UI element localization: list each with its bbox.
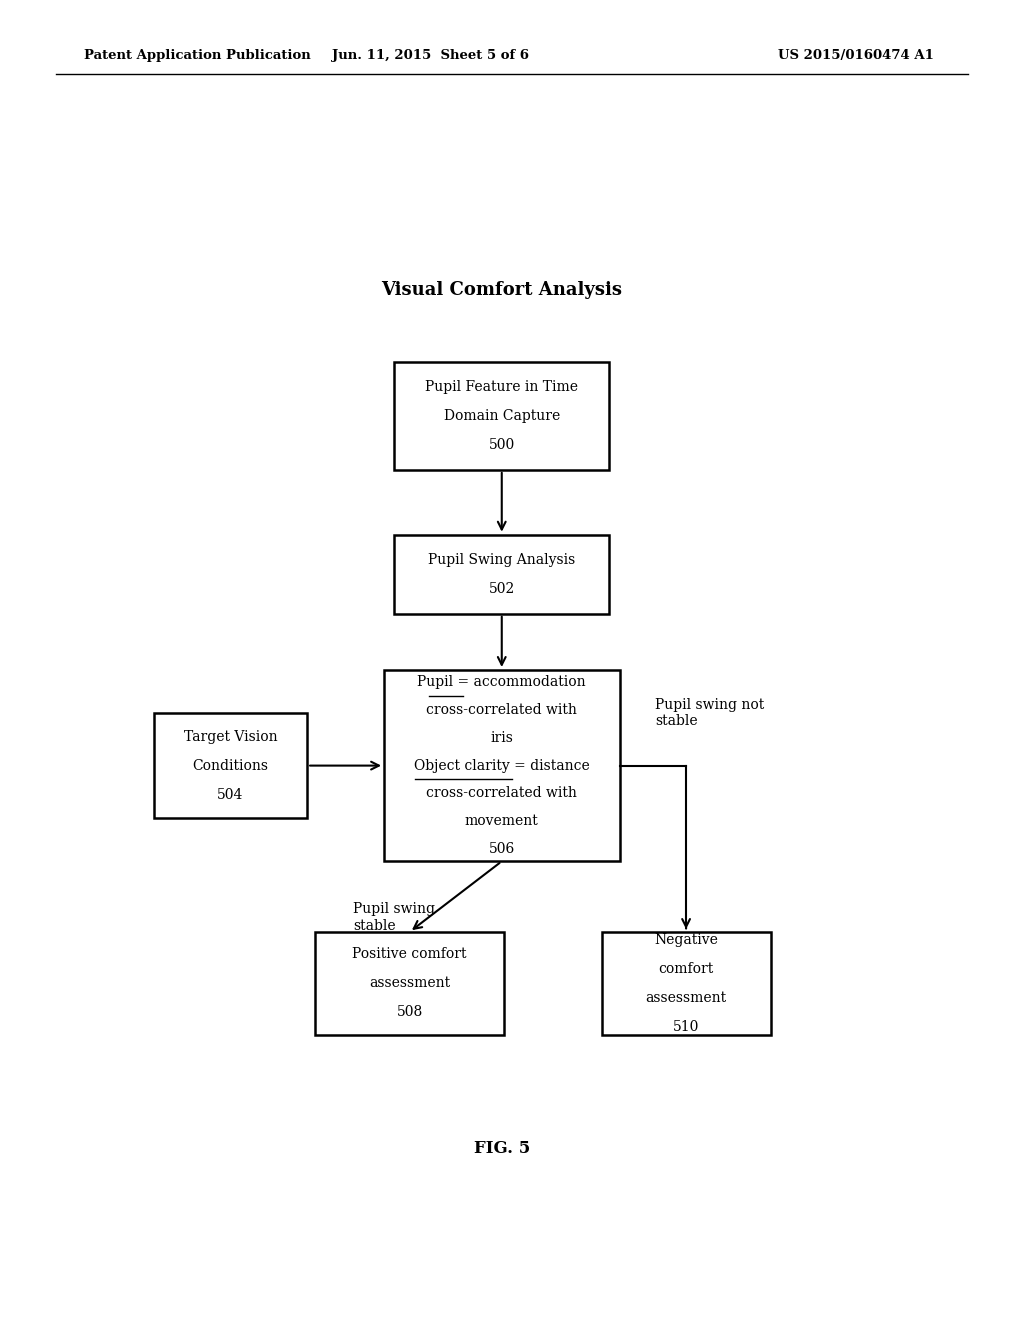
Text: Pupil = accommodation: Pupil = accommodation (418, 676, 586, 689)
Text: Conditions: Conditions (193, 759, 268, 772)
Text: iris: iris (490, 731, 513, 744)
Text: FIG. 5: FIG. 5 (474, 1140, 529, 1156)
Text: 506: 506 (488, 842, 515, 855)
Text: Domain Capture: Domain Capture (443, 409, 560, 422)
Text: 508: 508 (396, 1006, 423, 1019)
Text: 502: 502 (488, 582, 515, 595)
Bar (154, 713, 307, 818)
Text: 500: 500 (488, 438, 515, 451)
Text: Target Vision: Target Vision (183, 730, 278, 743)
Bar (602, 932, 771, 1035)
Text: movement: movement (465, 814, 539, 828)
Text: Pupil Swing Analysis: Pupil Swing Analysis (428, 553, 575, 566)
Bar (315, 932, 504, 1035)
Text: Pupil swing
stable: Pupil swing stable (353, 903, 435, 932)
Bar (384, 671, 620, 862)
Text: comfort: comfort (658, 962, 714, 975)
Text: US 2015/0160474 A1: US 2015/0160474 A1 (778, 49, 934, 62)
Text: Pupil swing not
stable: Pupil swing not stable (655, 698, 765, 727)
Text: Pupil Feature in Time: Pupil Feature in Time (425, 380, 579, 393)
Text: 504: 504 (217, 788, 244, 801)
Text: assessment: assessment (369, 977, 451, 990)
Bar (394, 362, 609, 470)
Text: Patent Application Publication: Patent Application Publication (84, 49, 310, 62)
Text: assessment: assessment (645, 991, 727, 1005)
Text: 510: 510 (673, 1020, 699, 1034)
Text: Visual Comfort Analysis: Visual Comfort Analysis (381, 281, 623, 300)
Text: Jun. 11, 2015  Sheet 5 of 6: Jun. 11, 2015 Sheet 5 of 6 (332, 49, 528, 62)
Text: Object clarity = distance: Object clarity = distance (414, 759, 590, 772)
Bar (394, 535, 609, 614)
Text: cross-correlated with: cross-correlated with (426, 787, 578, 800)
Text: Negative: Negative (654, 933, 718, 946)
Text: Positive comfort: Positive comfort (352, 948, 467, 961)
Text: cross-correlated with: cross-correlated with (426, 704, 578, 717)
